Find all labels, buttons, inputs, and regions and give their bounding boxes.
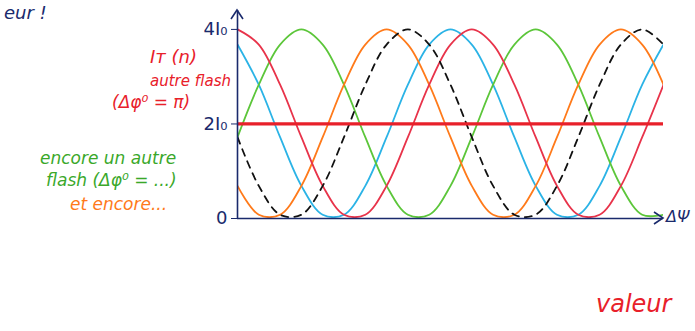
- html-text:flash (Δφ⁰ = ...): flash (Δφ⁰ = ...): [46, 170, 177, 190]
- html-text:(Δφ⁰ = π): (Δφ⁰ = π): [112, 92, 191, 112]
- html-text:valeur: valeur: [596, 290, 672, 318]
- svg-text:4I₀: 4I₀: [204, 18, 228, 39]
- html-text:eur !: eur !: [4, 2, 47, 23]
- html-text:encore un autre: encore un autre: [40, 148, 177, 168]
- html-text:autre flash: autre flash: [150, 72, 231, 90]
- html-text:Iᴛ (n): Iᴛ (n): [150, 46, 197, 67]
- html-text:et encore...: et encore...: [70, 194, 168, 214]
- html-text:ΔΨ: ΔΨ: [666, 207, 690, 226]
- svg-text:0: 0: [216, 207, 227, 228]
- svg-text:2I₀: 2I₀: [204, 113, 228, 134]
